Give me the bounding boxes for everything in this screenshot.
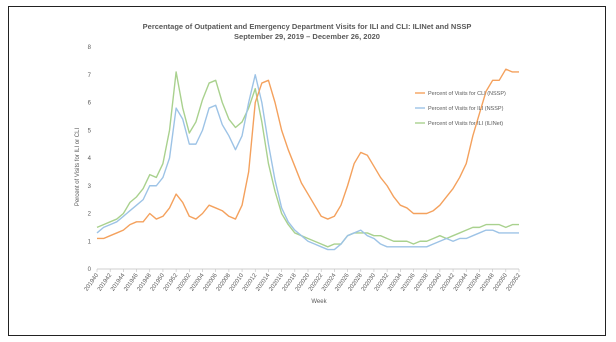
chart-title: Percentage of Outpatient and Emergency D… <box>143 22 472 31</box>
chart-subtitle: September 29, 2019 – December 26, 2020 <box>234 32 380 41</box>
series-layer <box>96 68 519 251</box>
legend-label: Percent of Visits for CLI (NSSP) <box>428 91 506 97</box>
x-tick-label: 202052 <box>506 272 523 292</box>
axes: 0123456782019402019422019442019462019482… <box>84 45 523 293</box>
y-tick-label: 6 <box>88 101 92 107</box>
y-axis-label: Percent of Visits for ILI or CLI <box>75 128 81 207</box>
series-line-2 <box>96 71 519 248</box>
series-line-1 <box>96 74 519 251</box>
y-tick-label: 3 <box>88 184 92 190</box>
x-axis-label: Week <box>311 299 327 305</box>
y-tick-label: 7 <box>88 73 92 79</box>
y-tick-label: 5 <box>88 128 92 134</box>
y-tick-label: 1 <box>88 239 92 245</box>
y-tick-label: 2 <box>88 212 92 218</box>
series-line-0 <box>97 68 519 240</box>
y-tick-label: 8 <box>88 45 92 51</box>
legend-label: Percent of Visits for ILI (ILINet) <box>428 121 503 127</box>
legend-label: Percent of Visits for ILI (NSSP) <box>428 106 504 112</box>
legend: Percent of Visits for CLI (NSSP) Percent … <box>415 91 506 127</box>
y-tick-label: 4 <box>88 156 92 162</box>
line-chart: Percentage of Outpatient and Emergency D… <box>75 22 523 305</box>
y-tick-label: 0 <box>88 267 92 273</box>
chart-frame: Percentage of Outpatient and Emergency D… <box>8 6 606 336</box>
